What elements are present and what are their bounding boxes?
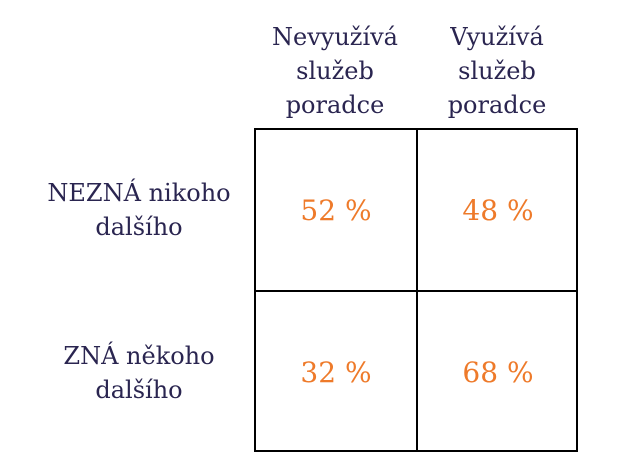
contingency-table: 52 % 48 % 32 % 68 % <box>254 128 578 452</box>
column-header-line: služeb <box>458 57 536 85</box>
column-header-line: služeb <box>296 57 374 85</box>
column-header-line: poradce <box>447 91 547 119</box>
column-header-line: Využívá <box>450 23 544 51</box>
row-header-line: ZNÁ někoho <box>63 342 215 370</box>
cell-nezna-nevyuziva: 52 % <box>300 194 372 227</box>
row-header-zna: ZNÁ někoho dalšího <box>20 339 258 407</box>
row-header-line: NEZNÁ nikoho <box>47 179 231 207</box>
cell-zna-vyuziva: 68 % <box>462 356 534 389</box>
horizontal-divider <box>256 290 576 292</box>
column-header-line: poradce <box>285 91 385 119</box>
cell-zna-nevyuziva: 32 % <box>300 356 372 389</box>
column-header-line: Nevyužívá <box>272 23 398 51</box>
row-header-line: dalšího <box>95 213 183 241</box>
row-header-nezna: NEZNÁ nikoho dalšího <box>20 176 258 244</box>
cell-nezna-vyuziva: 48 % <box>462 194 534 227</box>
row-header-line: dalšího <box>95 376 183 404</box>
column-header-vyuziva: Využívá služeb poradce <box>416 20 578 122</box>
column-header-nevyuziva: Nevyužívá služeb poradce <box>254 20 416 122</box>
